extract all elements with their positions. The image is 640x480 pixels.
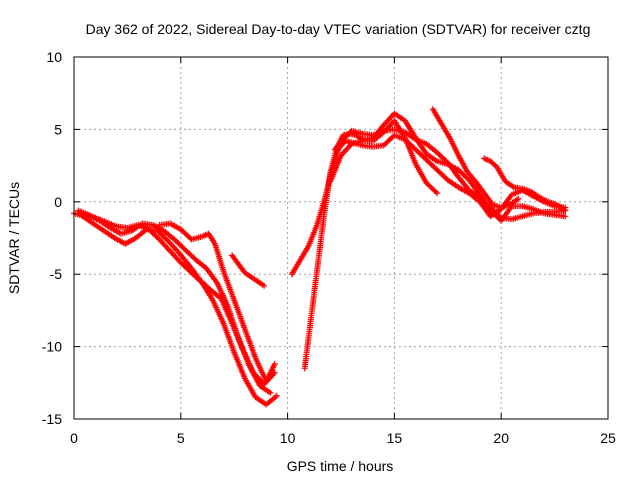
grid (74, 57, 608, 419)
x-tick-label: 5 (177, 430, 185, 446)
series-markers (75, 207, 274, 396)
series-arc-5 (229, 252, 268, 289)
y-tick-label: -5 (50, 266, 63, 282)
data-points (71, 106, 569, 408)
series-arc-2 (75, 207, 274, 396)
y-axis-label: SDTVAR / TECUs (6, 182, 22, 294)
series-markers (156, 220, 278, 385)
series-markers (327, 117, 441, 197)
y-tick-label: 10 (46, 49, 62, 65)
x-axis-label: GPS time / hours (287, 458, 394, 474)
x-tick-label: 10 (280, 430, 296, 446)
y-tick-label: 5 (54, 121, 62, 137)
series-markers (79, 213, 278, 388)
y-tick-label: -10 (42, 339, 62, 355)
series-arc-3 (79, 213, 278, 388)
y-tick-label: 0 (54, 194, 62, 210)
x-tick-label: 20 (493, 430, 509, 446)
series-arc-10 (481, 155, 569, 214)
plot-frame (73, 56, 609, 420)
series-markers (229, 252, 268, 289)
x-tick-label: 0 (70, 430, 78, 446)
y-tick-label: -15 (42, 411, 62, 427)
chart-title: Day 362 of 2022, Sidereal Day-to-day VTE… (86, 21, 591, 37)
x-tick-label: 15 (387, 430, 403, 446)
series-arc-4 (156, 220, 278, 385)
axis-ticks: 0 5 10 15 20 25 10 5 0 -5 -10 -15 (42, 49, 616, 446)
series-markers (429, 106, 522, 211)
series-markers (481, 155, 569, 214)
series-arc-9 (429, 106, 522, 211)
series-arc-11 (327, 117, 441, 197)
x-tick-label: 25 (600, 430, 616, 446)
